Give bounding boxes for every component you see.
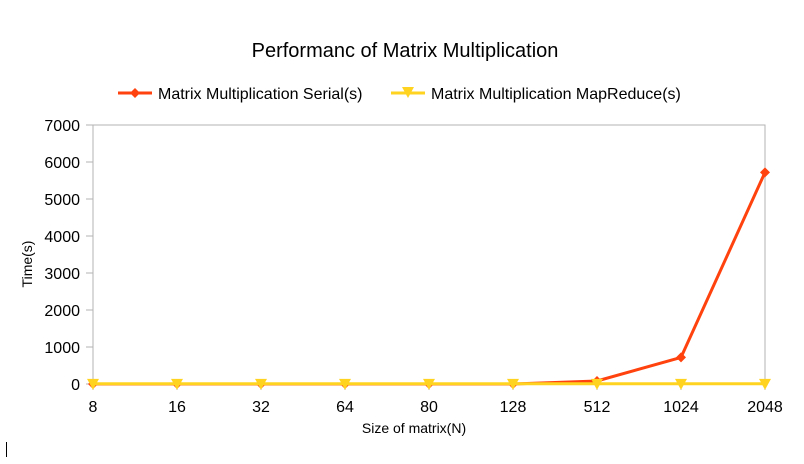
data-point-triangle-down-icon: [255, 378, 267, 390]
legend-item-serial: Matrix Multiplication Serial(s): [118, 86, 363, 103]
series-line-0: [93, 171, 767, 386]
x-tick-label: 2048: [747, 399, 783, 416]
y-tick-label: 2000: [44, 303, 80, 320]
x-tick-label: 80: [420, 399, 438, 416]
data-point-triangle-down-icon: [759, 378, 771, 390]
y-axis-label: Time(s): [19, 241, 35, 288]
x-tick-label: 64: [336, 399, 354, 416]
legend-diamond-icon: [130, 88, 140, 98]
chart-title: Performanc of Matrix Multiplication: [252, 40, 559, 62]
y-tick-label: 0: [71, 377, 80, 394]
plot-area-border: [92, 124, 766, 385]
x-axis: 8 16 32 64 80 128 512 1024 2048: [89, 384, 783, 416]
legend-triangle-down-icon: [402, 87, 414, 98]
x-tick-label: 128: [500, 399, 527, 416]
data-point-triangle-down-icon: [87, 378, 99, 390]
y-tick-label: 1000: [44, 340, 80, 357]
legend: Matrix Multiplication Serial(s) Matrix M…: [118, 86, 681, 103]
x-tick-label: 512: [584, 399, 611, 416]
x-tick-label: 16: [168, 399, 186, 416]
legend-item-mapreduce: Matrix Multiplication MapReduce(s): [391, 86, 681, 103]
legend-label-serial: Matrix Multiplication Serial(s): [158, 86, 363, 103]
data-point-triangle-down-icon: [675, 378, 687, 390]
x-tick-label: 1024: [663, 399, 699, 416]
text-cursor: [6, 442, 7, 457]
data-point-triangle-down-icon: [591, 378, 603, 390]
data-point-triangle-down-icon: [507, 378, 519, 390]
data-point-triangle-down-icon: [423, 378, 435, 390]
x-tick-label: 8: [89, 399, 98, 416]
y-tick-label: 7000: [44, 118, 80, 135]
data-point-diamond-icon: [760, 167, 770, 178]
y-tick-label: 5000: [44, 192, 80, 209]
data-point-diamond-icon: [676, 352, 686, 363]
y-tick-label: 3000: [44, 266, 80, 283]
y-tick-label: 6000: [44, 155, 80, 172]
data-point-triangle-down-icon: [339, 378, 351, 390]
legend-label-mapreduce: Matrix Multiplication MapReduce(s): [431, 86, 681, 103]
x-axis-label: Size of matrix(N): [362, 420, 466, 436]
y-axis: 0 1000 2000 3000 4000 5000 6000 7000: [44, 118, 93, 394]
series-layer: [87, 167, 771, 390]
x-tick-label: 32: [252, 399, 270, 416]
y-tick-label: 4000: [44, 229, 80, 246]
data-point-triangle-down-icon: [171, 378, 183, 390]
